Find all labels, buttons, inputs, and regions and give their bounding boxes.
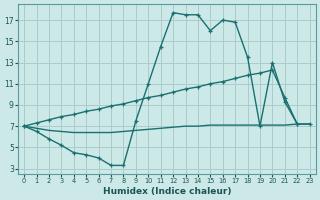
- X-axis label: Humidex (Indice chaleur): Humidex (Indice chaleur): [103, 187, 231, 196]
